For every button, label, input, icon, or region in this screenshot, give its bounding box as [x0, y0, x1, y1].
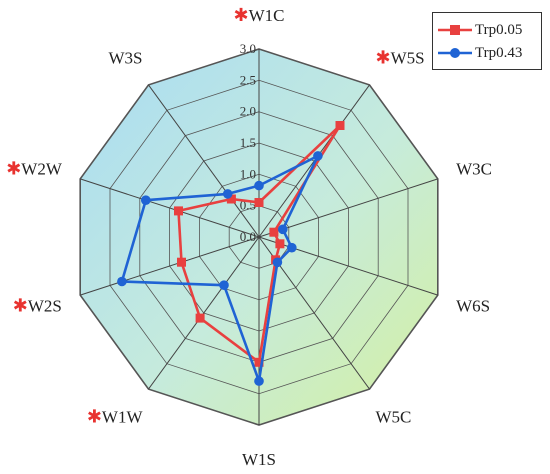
data-point-series-2 [254, 180, 264, 191]
data-point-series-1 [275, 239, 285, 249]
axis-spoke [80, 236, 260, 296]
data-point-series-2 [222, 189, 233, 199]
significance-star-icon: ✱ [6, 158, 21, 178]
axis-label-text: W3S [109, 48, 143, 67]
legend-item-series-1: Trp0.05 [433, 20, 541, 40]
data-point-series-1 [174, 206, 183, 216]
axis-label-w1s: W1S [242, 450, 276, 469]
data-point-series-1 [254, 198, 264, 207]
data-point-series-1 [335, 121, 345, 130]
axis-label-w5c: W5C [376, 408, 412, 427]
legend-swatch-series-2 [438, 48, 472, 58]
axis-label-w3c: W3C [456, 159, 492, 178]
axis-label-w3s: W3S [109, 48, 143, 67]
axis-spoke [148, 236, 260, 390]
axis-spoke [148, 84, 260, 238]
significance-star-icon: ✱ [87, 407, 102, 427]
axis-label-text: W2W [21, 159, 63, 178]
legend-label-series-1: Trp0.05 [475, 22, 523, 38]
legend-swatch-series-1 [438, 25, 472, 35]
series-layer [117, 121, 345, 386]
axis-label-w5s: ✱W5S [376, 47, 425, 67]
data-point-series-2 [272, 257, 283, 268]
axis-label-text: W5S [391, 48, 425, 67]
radial-tick-label: 1.0 [240, 166, 256, 181]
axis-label-text: W3C [456, 159, 492, 178]
axis-label-text: W6S [456, 297, 490, 316]
axis-label-w2w: ✱W2W [6, 158, 63, 178]
data-point-series-2 [141, 195, 151, 205]
legend-label-series-2: Trp0.43 [475, 45, 523, 61]
data-point-series-2 [254, 376, 264, 386]
axis-label-text: W2S [28, 297, 62, 316]
data-point-series-2 [117, 276, 127, 287]
data-point-series-1 [226, 194, 236, 204]
axis-label-text: W1W [102, 408, 144, 427]
data-point-series-2 [278, 224, 288, 235]
radial-tick-label: 3.0 [240, 41, 256, 56]
data-point-series-2 [313, 151, 323, 161]
axis-spoke [258, 178, 438, 238]
radial-tick-label: 1.5 [240, 135, 256, 150]
axis-label-w1w: ✱W1W [87, 407, 144, 427]
significance-star-icon: ✱ [376, 47, 391, 67]
axis-label-w6s: W6S [456, 297, 490, 316]
axis-label-text: W5C [376, 408, 412, 427]
significance-star-icon: ✱ [13, 296, 28, 316]
radial-tick-label: 0.0 [240, 229, 256, 244]
axis-label-text: W1S [242, 450, 276, 469]
data-point-series-1 [195, 313, 205, 323]
axis-spoke [80, 178, 260, 238]
legend-item-series-2: Trp0.43 [433, 43, 541, 63]
axis-label-text: W1C [249, 6, 285, 25]
data-point-series-1 [254, 357, 264, 367]
axis-label-w1c: ✱W1C [234, 5, 285, 25]
radial-tick-label: 2.5 [240, 72, 256, 87]
data-point-series-1 [269, 227, 279, 237]
data-point-series-2 [287, 242, 297, 253]
data-point-series-1 [177, 257, 186, 267]
legend: Trp0.05 Trp0.43 [432, 12, 542, 70]
significance-star-icon: ✱ [234, 5, 249, 25]
data-point-series-2 [219, 280, 229, 291]
axis-label-w2s: ✱W2S [13, 296, 62, 316]
radial-tick-label: 2.0 [240, 104, 256, 119]
